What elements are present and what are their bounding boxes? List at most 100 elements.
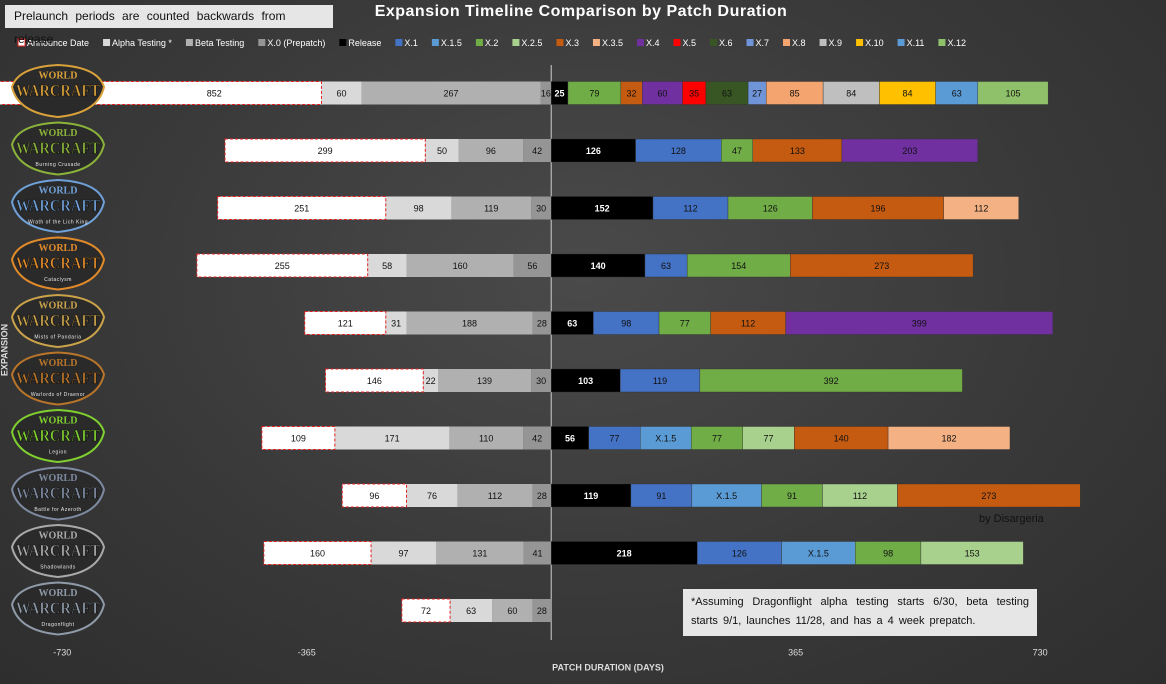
legend-label: Beta Testing xyxy=(195,38,244,48)
value-label: 103 xyxy=(578,376,593,386)
bar-segment xyxy=(321,81,362,105)
category-label: Legion xyxy=(49,449,67,455)
legend-swatch xyxy=(710,39,717,46)
bar-segment xyxy=(532,311,552,335)
value-label: 98 xyxy=(883,548,893,558)
category-label: Warlords of Draenor xyxy=(31,392,85,398)
logo-main: WARCRAFT xyxy=(16,541,101,560)
legend-swatch xyxy=(395,39,403,46)
logo-emblem xyxy=(10,351,106,406)
legend-label: X.10 xyxy=(865,38,884,48)
bar-segment xyxy=(438,369,532,392)
x-axis-title: PATCH DURATION (DAYS) xyxy=(552,662,664,672)
value-label: 63 xyxy=(952,88,962,98)
value-label: 110 xyxy=(479,433,493,443)
value-label: 58 xyxy=(382,261,392,271)
logo-emblem xyxy=(10,121,106,176)
value-label: 60 xyxy=(507,606,517,616)
bar-segment xyxy=(897,483,1081,508)
value-label: 126 xyxy=(732,548,747,558)
value-label: X.1.5 xyxy=(655,433,676,443)
bar-segment xyxy=(304,311,387,335)
bar-segment xyxy=(785,311,1054,335)
value-label: 30 xyxy=(536,376,546,386)
bar-segment xyxy=(334,426,450,450)
value-label: 188 xyxy=(462,318,477,328)
x-tick-label: 365 xyxy=(788,647,803,657)
logo-emblem xyxy=(10,63,106,119)
bar-segment xyxy=(492,599,533,622)
bar-segment xyxy=(523,426,552,450)
value-label: 84 xyxy=(902,88,912,98)
logo-top: WORLD xyxy=(39,300,78,311)
bar-segment xyxy=(406,311,533,335)
value-label: 42 xyxy=(532,433,542,443)
bar-segment xyxy=(513,254,552,277)
logo-emblem xyxy=(10,293,106,349)
legend-swatch xyxy=(636,39,644,46)
value-label: 152 xyxy=(595,203,610,213)
value-label: 126 xyxy=(763,203,778,213)
bar-segment xyxy=(977,81,1049,105)
bar-segment xyxy=(887,426,1011,450)
logo-main: WARCRAFT xyxy=(16,483,101,502)
legend-swatch xyxy=(339,39,347,46)
value-label: 85 xyxy=(790,88,800,98)
chart-title: Expansion Timeline Comparison by Patch D… xyxy=(375,3,788,20)
bar-segment xyxy=(458,139,524,162)
legend-label: X.1.5 xyxy=(441,38,462,48)
legend-swatch xyxy=(856,39,864,46)
value-label: 146 xyxy=(367,376,382,386)
value-label: 22 xyxy=(426,376,436,386)
category-label: Mists of Pandaria xyxy=(34,334,81,340)
logo-main: WARCRAFT xyxy=(16,598,101,617)
value-label: 60 xyxy=(337,88,347,98)
value-label: 105 xyxy=(1005,88,1020,98)
bar-segment xyxy=(367,254,407,277)
bar-segment xyxy=(406,484,458,507)
bar-segment xyxy=(263,541,372,565)
y-axis-title: EXPANSION xyxy=(0,324,9,376)
bar-segment xyxy=(425,139,459,162)
value-label: 154 xyxy=(731,261,746,271)
bar-segment xyxy=(449,426,524,450)
value-label: 60 xyxy=(657,88,667,98)
bar-segment xyxy=(385,196,452,220)
value-label: 140 xyxy=(834,433,849,443)
value-label: 852 xyxy=(207,88,222,98)
x-tick-label: -730 xyxy=(53,647,71,657)
bar-segment xyxy=(523,139,552,162)
bar-segment xyxy=(385,311,407,335)
value-label: 112 xyxy=(488,491,502,501)
legend-swatch xyxy=(185,39,193,46)
legend-swatch xyxy=(512,39,520,46)
value-label: 255 xyxy=(275,261,290,271)
value-label: 63 xyxy=(661,261,671,271)
legend-label: X.7 xyxy=(756,38,770,48)
value-label: 63 xyxy=(466,606,476,616)
legend-swatch xyxy=(673,39,681,46)
legend-label: Announce Date xyxy=(27,38,89,48)
legend-swatch xyxy=(746,39,754,46)
logo-main: WARCRAFT xyxy=(16,81,101,100)
value-label: 112 xyxy=(853,491,867,501)
value-label: 91 xyxy=(787,491,797,501)
bar-segment xyxy=(217,196,387,220)
bar-segment xyxy=(699,368,963,393)
value-label: 218 xyxy=(617,548,632,558)
value-label: 98 xyxy=(414,203,424,213)
legend-swatch xyxy=(783,39,791,46)
legend-label: X.9 xyxy=(829,38,843,48)
bar-segment xyxy=(531,369,552,392)
value-label: 109 xyxy=(291,433,306,443)
bar-segment xyxy=(196,253,369,278)
bar-segment xyxy=(341,483,408,508)
bar-segment xyxy=(532,599,552,622)
legend-label: X.1 xyxy=(404,38,418,48)
